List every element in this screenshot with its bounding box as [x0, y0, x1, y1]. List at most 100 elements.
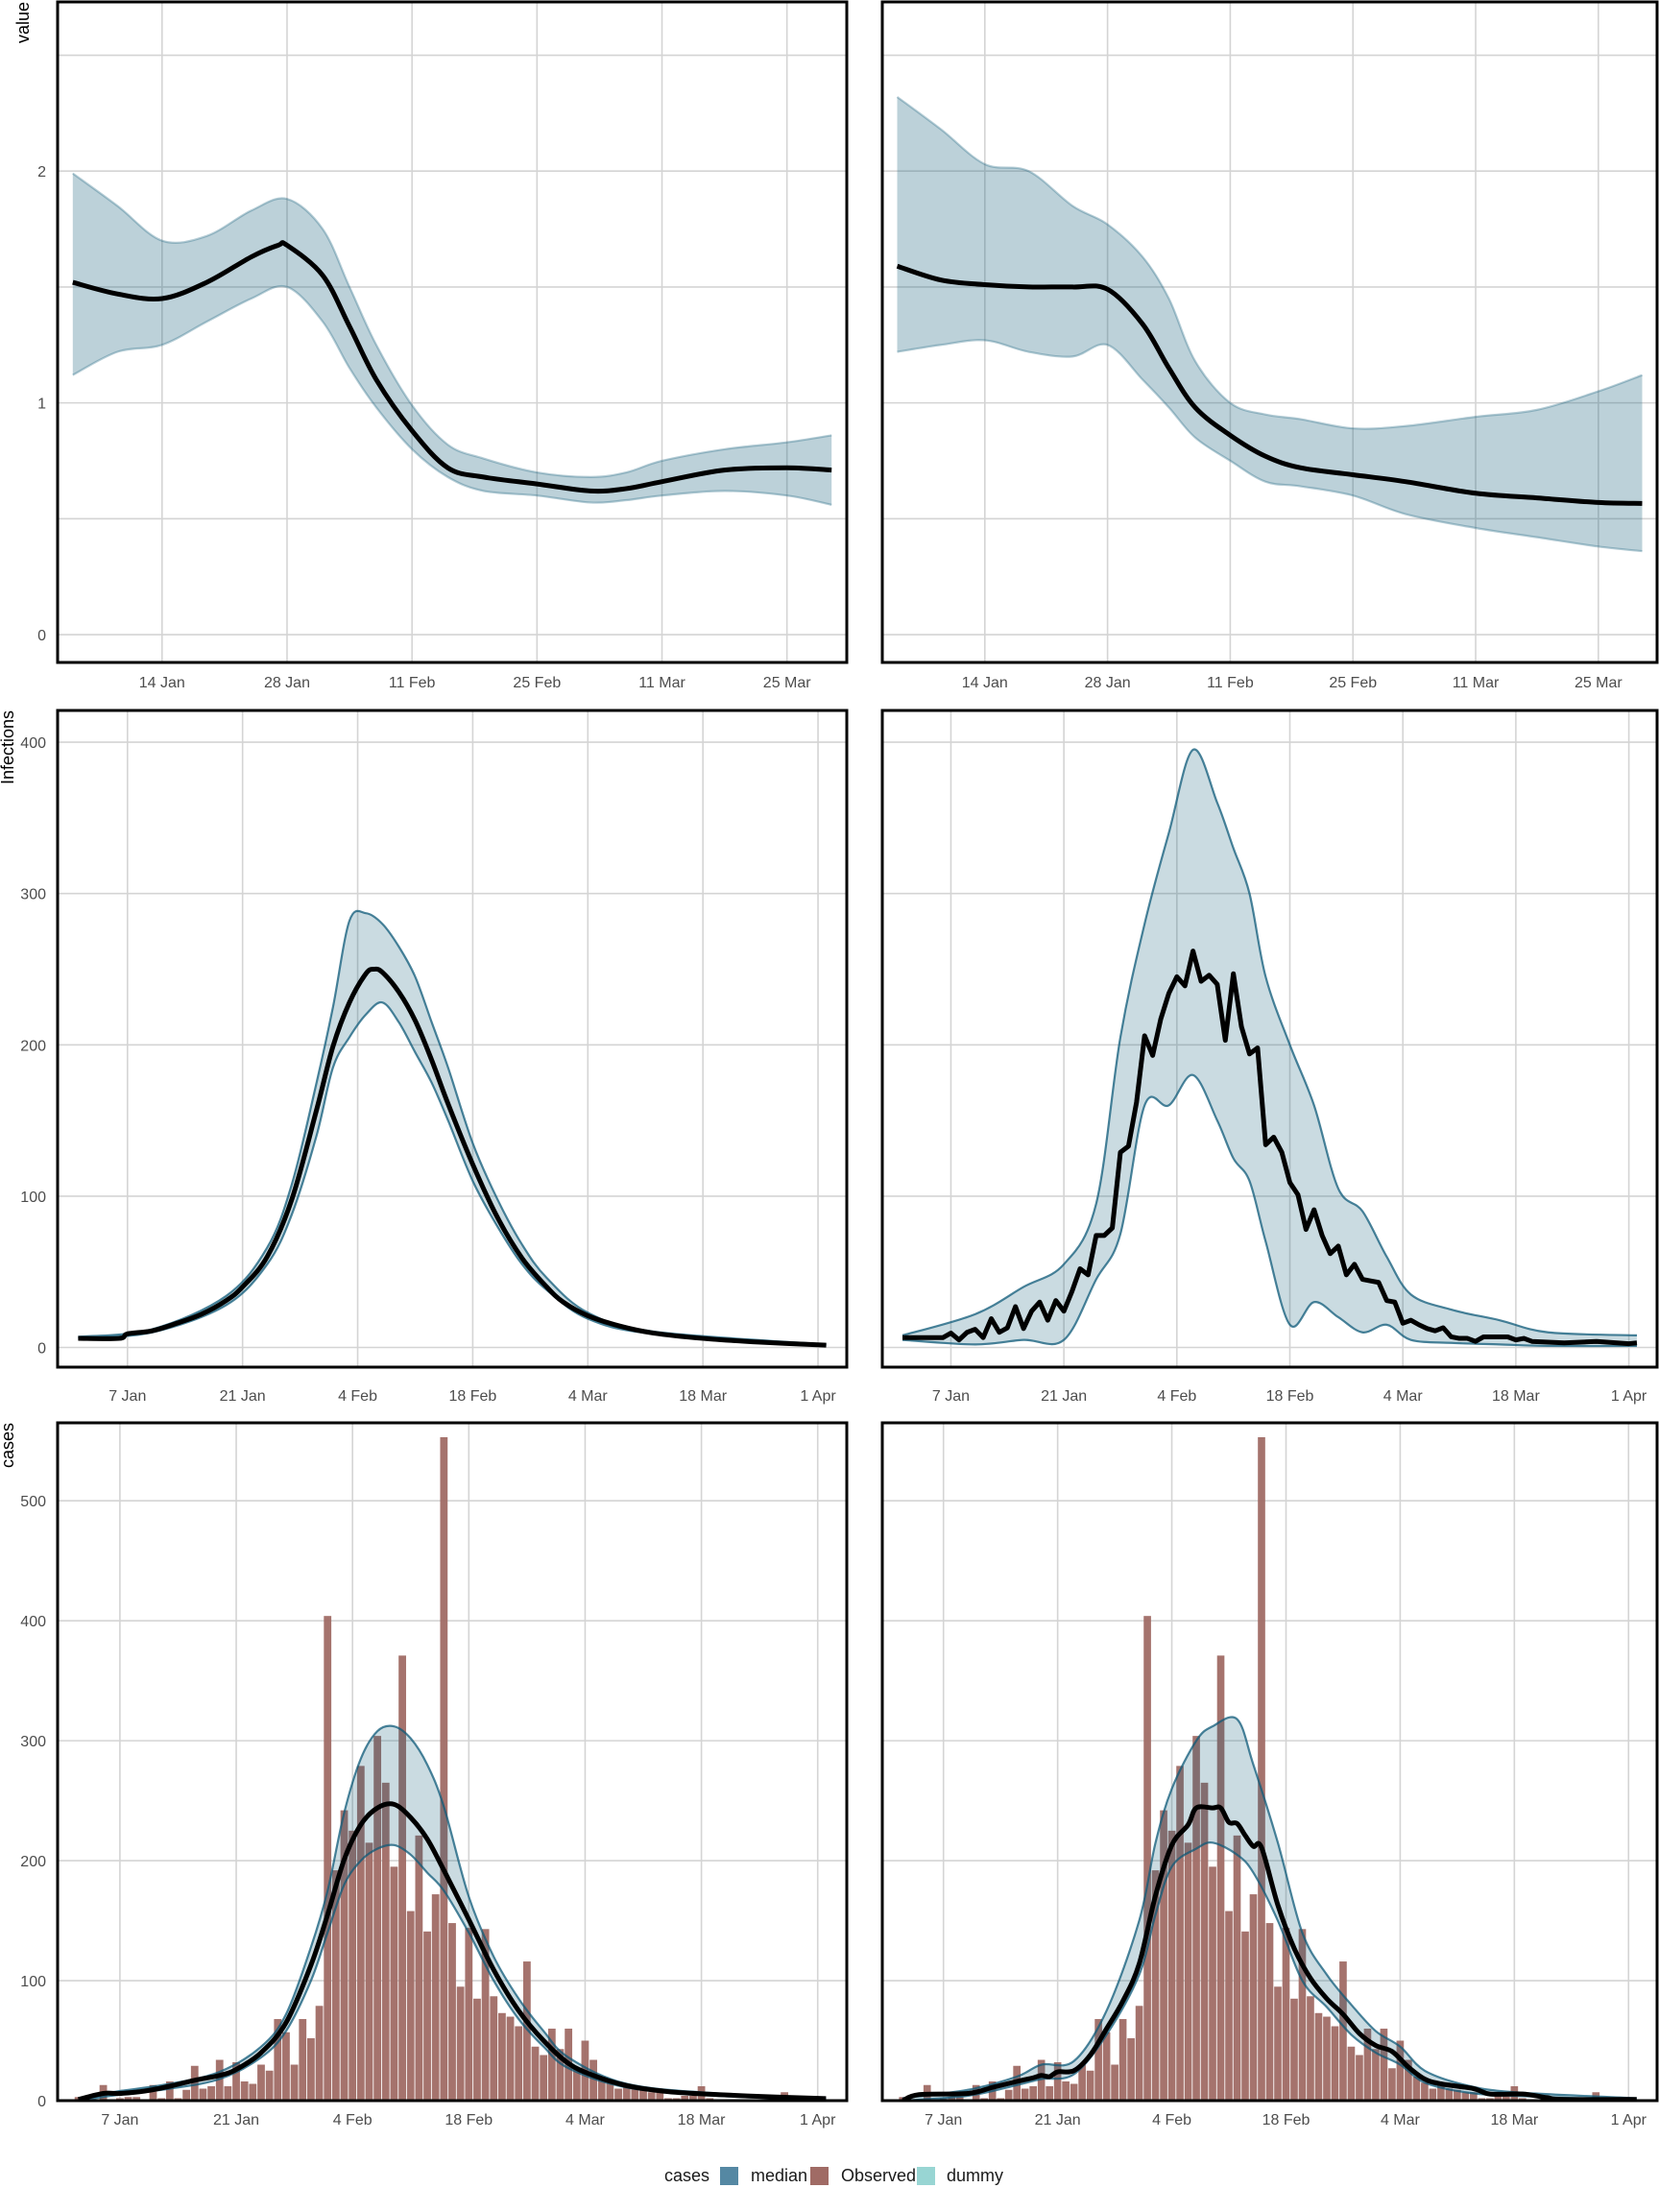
- sample-lower-line: [78, 1000, 827, 1347]
- y-tick-label: 300: [20, 1734, 46, 1750]
- y-tick-label: 300: [20, 887, 46, 903]
- legend-label-observed: Observed: [841, 2166, 917, 2185]
- observed-bar: [1216, 1655, 1225, 2101]
- observed-bar: [365, 1842, 373, 2101]
- y-tick-label: 400: [20, 735, 46, 752]
- observed-bar: [182, 2089, 191, 2101]
- observed-bar: [556, 2049, 565, 2101]
- observed-bar: [955, 2097, 964, 2101]
- plot-area: [882, 1423, 1657, 2101]
- observed-bar: [1363, 2029, 1372, 2101]
- observed-bar: [423, 1931, 431, 2101]
- x-tick-label: 11 Mar: [638, 675, 685, 691]
- observed-bar: [1078, 2064, 1086, 2101]
- median-line: [72, 240, 832, 494]
- x-tick-label: 18 Feb: [1266, 1388, 1314, 1405]
- sample-upper-line: [896, 96, 1643, 430]
- observed-bar: [490, 1996, 498, 2101]
- observed-bar: [1102, 2032, 1111, 2101]
- panel-3: 7 Jan 21 Jan 4 Feb 18 Feb 4 Mar 18 Mar 1 Apr 0 1…: [20, 709, 849, 1405]
- observed-bar: [473, 1998, 481, 2101]
- x-tick-label: 18 Mar: [678, 2112, 726, 2128]
- legend-swatch-dummy: [917, 2167, 935, 2185]
- median-line: [896, 263, 1643, 506]
- x-tick-label: 25 Feb: [513, 675, 561, 691]
- observed-bar: [631, 2088, 639, 2101]
- x-tick-label: 1 Apr: [1611, 1388, 1647, 1405]
- observed-bar: [689, 2096, 697, 2101]
- observed-bar: [307, 2038, 315, 2101]
- observed-bar: [373, 1736, 382, 2101]
- observed-bar: [381, 1782, 390, 2101]
- observed-bar: [506, 2016, 515, 2101]
- observed-bar: [315, 2006, 324, 2101]
- observed-bar: [1339, 1961, 1347, 2101]
- observed-bar: [331, 1870, 340, 2101]
- observed-bar: [290, 2064, 299, 2101]
- observed-bar: [1176, 1766, 1184, 2101]
- observed-bar: [1062, 2081, 1070, 2101]
- y-tick-label: 100: [20, 1190, 46, 1206]
- x-tick-label: 18 Mar: [1490, 2112, 1538, 2128]
- legend-swatch-median: [720, 2167, 738, 2185]
- x-tick-label: 18 Feb: [449, 1388, 497, 1405]
- x-tick-label: 25 Feb: [1329, 675, 1377, 691]
- observed-bar: [540, 2055, 548, 2101]
- observed-bar: [398, 1655, 406, 2101]
- y-tick-label: 500: [20, 1494, 46, 1510]
- observed-bar: [349, 1830, 357, 2101]
- observed-bar: [1429, 2088, 1437, 2101]
- observed-bar: [299, 2019, 307, 2101]
- x-tick-label: 4 Feb: [338, 1388, 377, 1405]
- panel-border: [56, 0, 849, 664]
- observed-bar: [1454, 2089, 1461, 2101]
- median-line: [78, 1801, 827, 2101]
- observed-bar: [415, 1835, 423, 2101]
- observed-bar: [465, 1928, 473, 2101]
- observed-bar: [232, 2062, 240, 2101]
- observed-bar: [124, 2097, 132, 2101]
- x-tick-label: 7 Jan: [932, 1388, 970, 1405]
- panel-1: 14 Jan 28 Jan 11 Feb 25 Feb 11 Mar 25 Mar 0 1 2: [37, 0, 849, 691]
- y-tick-label: 400: [20, 1614, 46, 1630]
- x-tick-label: 11 Feb: [389, 675, 436, 691]
- observed-bar: [1470, 2092, 1478, 2101]
- observed-bar: [1094, 2019, 1102, 2101]
- x-tick-label: 11 Mar: [1453, 675, 1500, 691]
- observed-bar: [1258, 1436, 1265, 2101]
- observed-bar: [1494, 2096, 1503, 2101]
- observed-bar: [1503, 2096, 1510, 2101]
- x-tick-label: 7 Jan: [108, 1388, 146, 1405]
- observed-bar: [340, 1810, 349, 2101]
- observed-bar: [406, 1911, 415, 2101]
- y-tick-label: 100: [20, 1974, 46, 1990]
- observed-bar: [165, 2081, 174, 2101]
- observed-bar: [1307, 1996, 1314, 2101]
- observed-bar: [1249, 1894, 1258, 2101]
- x-tick-label: 4 Feb: [1157, 1388, 1196, 1405]
- observed-bar: [440, 1436, 448, 2101]
- x-tick-label: 7 Jan: [925, 2112, 962, 2128]
- x-tick-label: 1 Apr: [800, 2112, 836, 2128]
- observed-bar: [589, 2059, 597, 2101]
- observed-bar: [1356, 2055, 1363, 2101]
- observed-bar: [1167, 1830, 1176, 2101]
- x-tick-label: 25 Mar: [763, 675, 811, 691]
- observed-bar: [1225, 1911, 1233, 2101]
- observed-bar: [1372, 2049, 1380, 2101]
- y-tick-label: 0: [37, 628, 46, 644]
- y-tick-label: 0: [37, 2094, 46, 2110]
- observed-bar: [274, 2019, 282, 2101]
- x-tick-label: 21 Jan: [1041, 1388, 1087, 1405]
- observed-bar: [324, 1616, 332, 2101]
- observed-bar: [224, 2086, 232, 2101]
- x-tick-label: 21 Jan: [220, 1388, 266, 1405]
- observed-bar: [199, 2088, 207, 2101]
- plot-area: [882, 710, 1657, 1367]
- x-tick-label: 4 Mar: [1383, 1388, 1424, 1405]
- observed-bar: [1029, 2086, 1037, 2101]
- observed-bar: [1445, 2088, 1454, 2101]
- legend-label-dummy: dummy: [947, 2166, 1004, 2185]
- observed-bar: [1233, 1835, 1241, 2101]
